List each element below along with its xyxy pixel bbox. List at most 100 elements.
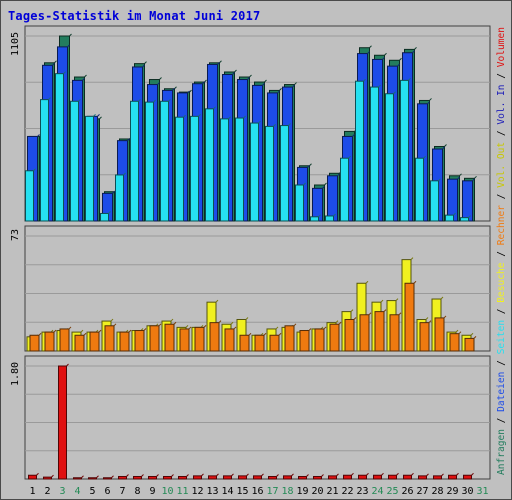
visits-panel-rechner-bar-14 <box>224 328 235 352</box>
hits-panel-bar-bevel <box>337 173 340 177</box>
hits-panel-bar-bevel <box>264 79 267 83</box>
volume-panel-volumen-bar-4 <box>73 477 82 480</box>
legend-entry: / <box>496 354 507 371</box>
visits-panel-rechner-bar-29 <box>449 333 460 352</box>
hits-panel-seiten-bar-8 <box>130 100 139 222</box>
volume-panel-bar-bevel <box>51 474 54 478</box>
visits-panel-rechner-bar-23 <box>359 314 370 352</box>
visits-panel-bar-bevel <box>380 299 384 303</box>
visits-panel-bar-bevel <box>350 309 354 312</box>
visits-panel-bar-bevel <box>188 326 192 330</box>
hits-panel-seiten-bar-10 <box>160 100 169 222</box>
visits-panel-bar-bevel <box>170 318 174 322</box>
volume-panel-bar-bevel <box>276 474 279 477</box>
hits-panel-bar-bevel <box>213 106 216 110</box>
hits-panel-bar-bevel <box>243 115 246 119</box>
volume-panel-bar-bevel <box>471 472 474 476</box>
panel-3-plot-area <box>24 355 491 480</box>
x-tick-label-4: 4 <box>74 486 80 497</box>
hits-panel-seiten-bar-9 <box>145 101 154 222</box>
hits-panel-bar-bevel <box>367 51 370 54</box>
hits-panel-bar-bevel <box>333 213 336 217</box>
volume-panel-bar-bevel <box>396 472 399 476</box>
visits-panel-rechner-bar-3 <box>59 328 70 352</box>
volume-panel-bar-bevel <box>141 474 144 477</box>
right-legend: Anfragen / Dateien / Seiten / Besuche / … <box>496 27 507 475</box>
legend-entry: Rechner <box>496 205 507 245</box>
volume-panel-bar-bevel <box>321 474 324 477</box>
volume-panel-volumen-bar-23 <box>358 474 367 480</box>
volume-panel-bar-bevel <box>306 474 309 477</box>
x-tick-label-13: 13 <box>206 486 218 497</box>
hits-panel-bar-bevel <box>444 144 447 147</box>
volume-panel-bar-bevel <box>96 475 99 479</box>
visits-panel-rechner-bar-21 <box>329 323 340 352</box>
x-tick-label-19: 19 <box>296 486 308 497</box>
hits-panel-dateien-bar-20 <box>312 187 323 222</box>
hits-panel-bar-bevel <box>309 163 312 167</box>
x-tick-label-9: 9 <box>149 486 155 497</box>
hits-panel-bar-bevel <box>249 74 252 78</box>
visits-panel-bar-bevel <box>173 321 177 325</box>
hits-panel-seiten-bar-20 <box>310 216 319 222</box>
hits-panel-seiten-bar-29 <box>445 214 454 222</box>
visits-panel-rechner-bar-18 <box>284 325 295 352</box>
hits-panel-seiten-bar-28 <box>430 180 439 222</box>
hits-panel-bar-bevel <box>153 99 156 103</box>
legend-entry: Seiten <box>496 320 507 354</box>
hits-panel-seiten-bar-5 <box>85 115 94 222</box>
visits-panel-bar-bevel <box>335 320 339 323</box>
hits-panel-bar-bevel <box>174 86 177 90</box>
visits-panel-bar-bevel <box>128 329 132 333</box>
volume-panel-volumen-bar-3 <box>58 365 67 480</box>
legend-entry: Vol. Out <box>496 142 507 188</box>
legend-entry: / <box>496 188 507 205</box>
x-tick-label-1: 1 <box>29 486 35 497</box>
x-tick-label-6: 6 <box>104 486 110 497</box>
visits-panel-rechner-bar-28 <box>434 317 445 352</box>
hits-panel-bar-bevel <box>232 72 235 75</box>
visits-panel-rechner-bar-27 <box>419 322 430 352</box>
volume-panel-bar-bevel <box>456 472 459 476</box>
legend-entry: Besuche <box>496 262 507 302</box>
visits-panel-rechner-bar-7 <box>119 331 130 352</box>
hits-panel-bar-bevel <box>187 90 190 94</box>
volume-panel-bar-bevel <box>336 473 339 477</box>
visits-panel-bar-bevel <box>263 332 267 336</box>
hits-panel-bar-bevel <box>324 182 327 186</box>
hits-panel-bar-bevel <box>408 78 411 81</box>
volume-panel-bar-bevel <box>201 473 204 477</box>
hits-panel-bar-bevel <box>378 84 381 88</box>
hits-panel-seiten-bar-3 <box>55 73 64 222</box>
hits-panel-bar-bevel <box>157 82 160 85</box>
visits-panel-bar-bevel <box>470 332 474 336</box>
x-tick-label-11: 11 <box>176 486 188 497</box>
visits-panel-rechner-bar-15 <box>239 334 250 352</box>
visits-panel-bar-bevel <box>428 320 432 323</box>
visits-panel-bar-bevel <box>455 329 459 333</box>
visits-panel-rechner-bar-8 <box>134 330 145 352</box>
hits-panel-bar-bevel <box>322 185 325 189</box>
hits-panel-bar-bevel <box>234 69 237 73</box>
hits-panel-bar-bevel <box>33 168 36 172</box>
visits-panel-bar-bevel <box>440 296 444 300</box>
hits-panel-bar-bevel <box>258 120 261 124</box>
volume-panel-bar-bevel <box>156 474 159 477</box>
hits-panel-seiten-bar-25 <box>385 93 394 222</box>
hits-panel-bar-bevel <box>397 63 400 67</box>
x-tick-label-28: 28 <box>431 486 443 497</box>
hits-panel-bar-bevel <box>142 64 145 68</box>
volume-panel-bar-bevel <box>411 472 414 476</box>
x-tick-label-25: 25 <box>386 486 398 497</box>
hits-panel-bar-bevel <box>348 155 351 159</box>
hits-panel-bar-bevel <box>414 47 417 50</box>
hits-panel-bar-bevel <box>459 173 462 177</box>
hits-panel-bar-bevel <box>457 176 460 180</box>
visits-panel-bar-bevel <box>275 326 279 330</box>
visits-panel-bar-bevel <box>110 318 114 322</box>
hits-panel-bar-bevel <box>37 134 40 137</box>
hits-panel-bar-bevel <box>318 214 321 218</box>
volume-panel-volumen-bar-17 <box>268 475 277 480</box>
